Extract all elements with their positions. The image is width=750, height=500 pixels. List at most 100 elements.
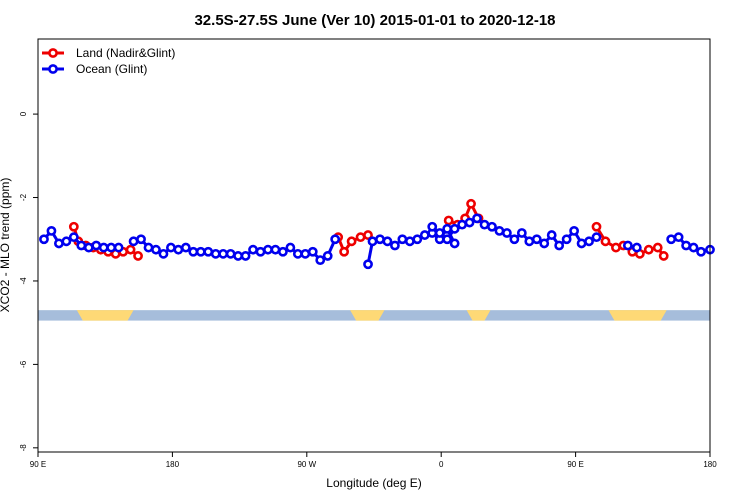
x-tick-label: 90 W (297, 460, 316, 469)
data-point (442, 234, 453, 245)
land-band-segment-2 (466, 310, 491, 321)
data-point (390, 240, 400, 251)
data-point (375, 234, 385, 245)
data-point (600, 236, 611, 247)
data-point (449, 238, 460, 249)
data-point (652, 242, 663, 253)
data-point (576, 238, 587, 249)
data-point (233, 251, 244, 261)
x-axis: 90 E 180 90 W 0 90 E 180 (30, 452, 717, 469)
data-point (300, 248, 311, 259)
chart-title: 32.5S-27.5S June (Ver 10) 2015-01-01 to … (194, 12, 555, 29)
data-point (355, 232, 366, 243)
data-point (128, 236, 139, 247)
data-point (466, 198, 476, 209)
y-tick-label: -6 (19, 360, 28, 368)
data-point (419, 230, 430, 240)
data-point (203, 246, 214, 257)
data-point (443, 215, 454, 226)
data-point (46, 225, 57, 236)
legend-label: Ocean (Glint) (76, 62, 147, 76)
data-point (158, 248, 169, 259)
data-point (83, 242, 94, 253)
data-point (666, 234, 677, 245)
data-point (113, 242, 124, 253)
data-point (180, 242, 191, 253)
y-tick-label: -8 (19, 444, 28, 452)
data-point (509, 234, 520, 245)
data-point (166, 242, 176, 253)
data-point (188, 246, 199, 257)
legend-item-0: Land (Nadir&Glint) (42, 46, 175, 60)
data-point (61, 236, 72, 247)
data-point (125, 244, 136, 255)
data-point (539, 238, 550, 249)
data-point (54, 238, 64, 249)
land-band-segment-0 (76, 310, 134, 321)
data-point (218, 248, 229, 259)
data-point (270, 244, 281, 255)
data-point (494, 225, 505, 236)
data-point (442, 223, 453, 234)
data-point (255, 246, 266, 257)
data-point (427, 221, 438, 232)
data-point (658, 251, 669, 261)
y-axis: 0 -2 -4 -6 -8 (19, 111, 38, 451)
land-band-segment-3 (608, 310, 667, 321)
data-point (569, 225, 580, 236)
data-point (696, 246, 706, 257)
data-point (591, 221, 602, 232)
legend-item-1: Ocean (Glint) (42, 62, 147, 76)
data-point (622, 240, 633, 251)
data-point (346, 236, 357, 247)
data-point (210, 248, 221, 259)
data-point (412, 234, 423, 245)
data-point (106, 242, 117, 253)
legend-marker (48, 64, 58, 74)
data-point (561, 234, 572, 245)
x-tick-label: 180 (166, 460, 180, 469)
data-point (136, 234, 146, 245)
x-tick-label: 180 (703, 460, 717, 469)
data-point (681, 240, 692, 251)
data-point (225, 248, 236, 259)
data-point (322, 251, 333, 261)
legend-marker (48, 48, 58, 58)
legend-label: Land (Nadir&Glint) (76, 46, 175, 60)
data-point (39, 234, 49, 245)
series-layer (39, 198, 715, 270)
data-point (263, 244, 273, 255)
data-point (457, 219, 468, 230)
data-point (464, 217, 475, 228)
y-tick-label: 0 (19, 111, 28, 116)
data-point (339, 246, 350, 257)
y-tick-label: -4 (19, 277, 28, 285)
data-point (285, 242, 296, 253)
data-point (278, 246, 288, 257)
data-point (434, 228, 445, 238)
land-ocean-band (38, 310, 710, 321)
data-point (248, 244, 258, 255)
data-point (688, 242, 699, 253)
data-point (546, 230, 557, 240)
y-tick-label: -2 (19, 193, 28, 201)
data-point (307, 246, 318, 257)
data-point (91, 240, 102, 251)
data-point (292, 248, 303, 259)
data-point (524, 236, 535, 247)
data-point (531, 234, 542, 245)
x-tick-label: 0 (439, 460, 444, 469)
x-tick-label: 90 E (30, 460, 46, 469)
y-axis-label: XCO2 - MLO trend (ppm) (0, 178, 12, 313)
x-tick-label: 90 E (567, 460, 583, 469)
data-point (591, 232, 602, 243)
data-point (98, 242, 109, 253)
data-point (195, 246, 206, 257)
data-point (367, 236, 378, 247)
data-point (502, 228, 512, 238)
data-point (382, 236, 393, 247)
data-point (173, 244, 184, 255)
data-point (554, 240, 565, 251)
legend: Land (Nadir&Glint) Ocean (Glint) (42, 46, 175, 76)
